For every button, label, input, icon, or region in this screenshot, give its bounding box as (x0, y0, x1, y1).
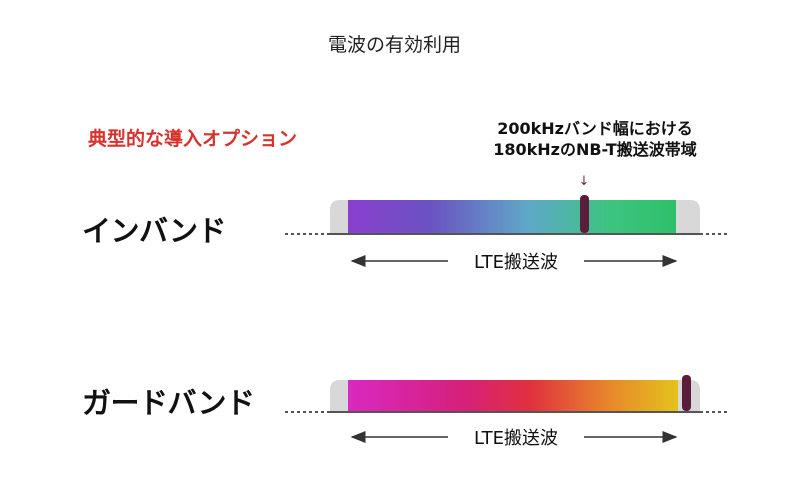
guardband-group: LTE搬送波 (285, 375, 730, 449)
subtitle: 典型的な導入オプション (88, 128, 298, 150)
annotation-line-2: 180kHzのNB-T搬送波帯域 (493, 140, 697, 159)
inband-nb-marker (580, 195, 589, 233)
annotation-arrow-icon: ↓ (579, 174, 590, 189)
inband-group: LTE搬送波 (285, 195, 730, 273)
inband-label: インバンド (82, 214, 226, 248)
guardband-label: ガードバンド (82, 386, 255, 420)
page-title: 電波の有効利用 (327, 34, 461, 56)
annotation-line-1: 200kHzバンド幅における (497, 119, 693, 138)
guard-carrier-bar (348, 380, 678, 411)
inband-carrier-bar (348, 200, 676, 233)
inband-carrier-label: LTE搬送波 (474, 252, 558, 273)
nb-annotation: 200kHzバンド幅における 180kHzのNB-T搬送波帯域 (450, 118, 740, 160)
guard-nb-marker (682, 375, 691, 411)
guard-carrier-label: LTE搬送波 (474, 428, 558, 449)
